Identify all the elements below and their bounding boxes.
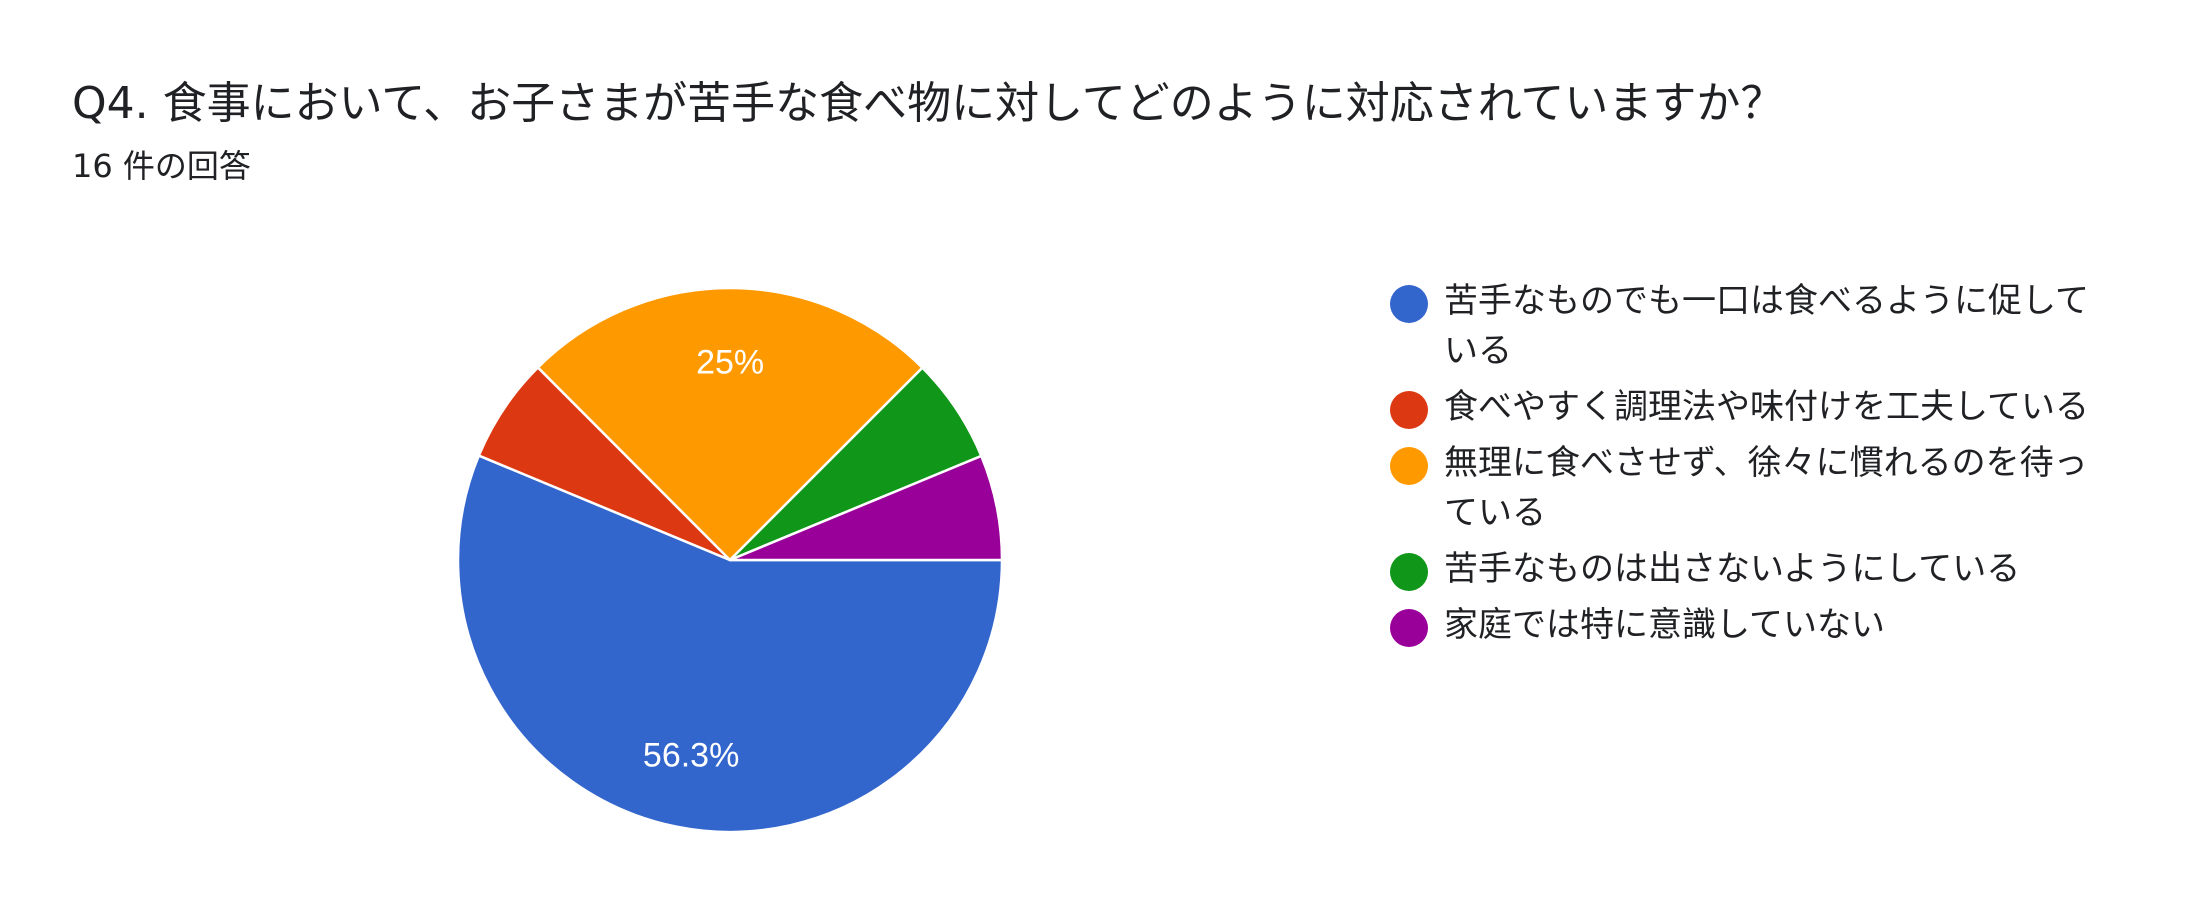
response-count: 16 件の回答 bbox=[72, 147, 251, 185]
legend-label: 無理に食べさせず、徐々に慣れるのを待っている bbox=[1444, 443, 2088, 533]
legend-swatch bbox=[1390, 609, 1428, 647]
legend-swatch bbox=[1390, 391, 1428, 429]
legend-label: 家庭では特に意識していない bbox=[1444, 605, 1885, 645]
legend-swatch bbox=[1390, 285, 1428, 323]
slice-data-label: 56.3% bbox=[643, 737, 739, 775]
legend-item: 苦手なものは出さないようにしている bbox=[1390, 544, 2110, 594]
legend-item: 苦手なものでも一口は食べるように促している bbox=[1390, 276, 2110, 376]
slice-data-label: 25% bbox=[696, 343, 764, 381]
legend-item: 家庭では特に意識していない bbox=[1390, 600, 2110, 650]
legend-item: 無理に食べさせず、徐々に慣れるのを待っている bbox=[1390, 438, 2110, 538]
pie-slice-1 bbox=[456, 453, 1004, 834]
page-title: Q4. 食事において、お子さまが苦手な食べ物に対してどのように対応されていますか… bbox=[72, 78, 1785, 129]
pie-slice-3 bbox=[536, 286, 925, 562]
legend: 苦手なものでも一口は食べるように促している食べやすく調理法や味付けを工夫している… bbox=[1390, 276, 2110, 656]
legend-item: 食べやすく調理法や味付けを工夫している bbox=[1390, 382, 2110, 432]
legend-label: 苦手なものでも一口は食べるように促している bbox=[1444, 281, 2089, 371]
legend-swatch bbox=[1390, 447, 1428, 485]
pie-chart: 56.3% 25% bbox=[456, 286, 1004, 834]
legend-swatch bbox=[1390, 553, 1428, 591]
legend-label: 苦手なものは出さないようにしている bbox=[1444, 549, 2021, 589]
pie-slice-5 bbox=[729, 454, 1004, 562]
legend-label: 食べやすく調理法や味付けを工夫している bbox=[1444, 387, 2089, 427]
